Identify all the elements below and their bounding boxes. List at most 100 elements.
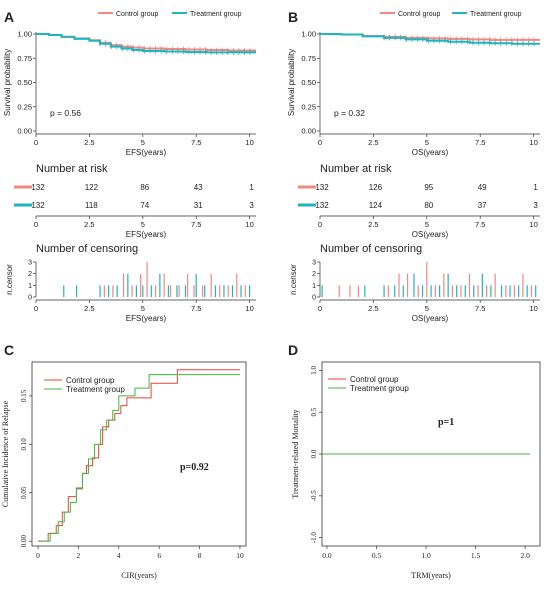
- trm-pvalue: p=1: [438, 417, 454, 428]
- risk-a-cell: 74: [140, 201, 149, 210]
- legend-d-treatment-label: Treatment group: [350, 384, 409, 393]
- risk-a-xtick-label: 7.5: [191, 220, 201, 229]
- km-b-ytick-label: 1.00: [301, 30, 316, 39]
- legend-b-treatment-label: Treatment group: [470, 11, 522, 18]
- km-a-xtick-label: 10: [245, 138, 253, 147]
- risk-b-x-axis-title: OS(years): [412, 230, 449, 239]
- km-b-x-axis-title: OS(years): [412, 148, 449, 157]
- km-b-y-axis-title: Survival probability: [287, 49, 296, 116]
- censor-b-xtick-label: 2.5: [368, 304, 378, 313]
- legend-d: Control group Treatment group: [328, 375, 409, 393]
- risk-b-cell: 80: [424, 201, 433, 210]
- cir-series-control: [38, 369, 240, 542]
- cir-xtick-label: 6: [157, 551, 161, 560]
- risk-b-xtick-label: 5: [425, 220, 429, 229]
- censor-a-xtick-label: 2.5: [84, 304, 94, 313]
- censor-a-ytick-label: 1: [28, 283, 32, 290]
- trm-y-axis-title: Treatment-related Mortality: [291, 409, 300, 498]
- km-a-ytick-label: 1.00: [17, 30, 32, 39]
- cir-x-axis-title: CIR(years): [121, 571, 157, 580]
- risk-a-cell: 132: [31, 183, 45, 192]
- risk-b-cell: 126: [369, 183, 383, 192]
- cir-xtick-label: 0: [36, 551, 40, 560]
- risk-b-cell: 37: [478, 201, 487, 210]
- censor-chart-a: 0 1 2 3 n.censor 0 2.5 5 7.5 10 EFS(years): [5, 260, 256, 323]
- risk-b-xtick-label: 7.5: [475, 220, 485, 229]
- cir-frame: [31, 361, 247, 547]
- censor-a-ytick-label: 0: [28, 295, 32, 302]
- cir-xtick-label: 10: [236, 551, 244, 560]
- legend-c-control-label: Control group: [66, 376, 115, 385]
- legend-a-treatment-label: Treatment group: [190, 11, 242, 18]
- panel-letter-b: B: [288, 9, 298, 25]
- trm-x-axis-title: TRM(years): [411, 571, 451, 580]
- panel-letter-a: A: [4, 9, 14, 25]
- km-b-xtick-label: 7.5: [475, 138, 485, 147]
- trm-xtick-label: 2.0: [520, 551, 530, 560]
- censor-a-xtick-label: 0: [34, 304, 38, 313]
- censor-a-xtick-label: 10: [245, 304, 253, 313]
- km-b-xtick-label: 2.5: [368, 138, 378, 147]
- trm-ytick-label: 0.5: [310, 407, 318, 416]
- cir-ytick-label: 0.00: [20, 535, 28, 548]
- km-b-ytick-label: 0.75: [301, 54, 316, 63]
- risk-a-cell: 118: [85, 201, 98, 210]
- risk-a-cell: 31: [194, 201, 203, 210]
- legend-b: Control group Treatment group: [380, 11, 522, 18]
- risk-title-a: Number at risk: [36, 163, 108, 175]
- km-chart-b: 0.00 0.25 0.50 0.75 1.00 0 2.5 5 7.5 10 OS(years) S…: [287, 30, 540, 157]
- risk-title-b: Number at risk: [320, 163, 392, 175]
- risk-b-xtick-label: 2.5: [368, 220, 378, 229]
- legend-d-control-label: Control group: [350, 375, 399, 384]
- risk-b-cell: 95: [424, 183, 433, 192]
- censor-a-xtick-label: 5: [141, 304, 145, 313]
- cir-series-treatment: [38, 374, 240, 542]
- risk-a-x-axis-title: EFS(years): [126, 230, 167, 239]
- risk-table-b: 132 126 95 49 1 132 124 80 37 3 0 2.5 5 7.5 10 OS(years…: [298, 183, 540, 239]
- trm-chart: -1.0 -0.5 0.0 0.5 1.0 0.0 0.5 1.0 1.5 2.0 TRM(year…: [291, 361, 541, 580]
- censor-b-xtick-label: 0: [318, 304, 322, 313]
- risk-a-xtick-label: 0: [34, 220, 38, 229]
- km-a-series-treatment: [36, 33, 256, 54]
- censor-a-xtick-label: 7.5: [191, 304, 201, 313]
- censor-title-b: Number of censoring: [320, 243, 422, 255]
- trm-xtick-label: 1.0: [421, 551, 431, 560]
- cir-xtick-label: 2: [77, 551, 81, 560]
- risk-a-cell: 86: [140, 183, 149, 192]
- cir-pvalue: p=0.92: [180, 462, 209, 473]
- legend-c: Control group Treatment group: [44, 376, 125, 394]
- risk-b-cell: 132: [315, 201, 329, 210]
- cir-xtick-label: 4: [117, 551, 121, 560]
- km-a-xtick-label: 7.5: [191, 138, 201, 147]
- km-a-ytick-label: 0.75: [17, 54, 32, 63]
- km-b-xtick-label: 0: [318, 138, 322, 147]
- risk-a-cell: 132: [31, 201, 45, 210]
- censor-b-ytick-label: 3: [312, 260, 316, 267]
- censor-a-ytick-label: 3: [28, 260, 32, 267]
- km-b-xtick-label: 10: [529, 138, 537, 147]
- censor-b-xtick-label: 5: [425, 304, 429, 313]
- risk-b-cell: 49: [478, 183, 487, 192]
- legend-b-control-label: Control group: [398, 11, 441, 18]
- censor-title-a: Number of censoring: [36, 243, 138, 255]
- km-a-y-axis-title: Survival probability: [3, 49, 12, 116]
- censor-chart-b: 0 1 2 3 n.censor 0 2.5 5 7.5 10 OS(years): [289, 260, 540, 323]
- km-b-ytick-label: 0.25: [301, 102, 316, 111]
- km-a-ytick-label: 0.50: [17, 78, 32, 87]
- km-a-x-axis-title: EFS(years): [126, 148, 167, 157]
- cir-y-axis-title: Cumulative Incidence of Relapse: [1, 400, 10, 507]
- censor-b-x-axis-title: OS(years): [412, 314, 449, 323]
- risk-b-xtick-label: 10: [529, 220, 537, 229]
- trm-ytick-label: 1.0: [310, 365, 318, 374]
- censor-b-ytick-label: 1: [312, 283, 316, 290]
- trm-ytick-label: -0.5: [310, 490, 318, 502]
- km-chart-a: 0.00 0.25 0.50 0.75 1.00 0 2.5 5 7.5 10 EFS(years)…: [3, 30, 256, 157]
- trm-xtick-label: 0.5: [372, 551, 382, 560]
- panel-letter-d: D: [288, 342, 298, 358]
- cir-ytick-label: 0.15: [20, 389, 28, 402]
- risk-table-a: 132 122 86 43 1 132 118 74 31 3 0 2.5 5 7.5 10 EFS(year…: [14, 183, 256, 239]
- censor-a-x-axis-title: EFS(years): [126, 314, 167, 323]
- risk-a-cell: 3: [249, 201, 254, 210]
- cir-ytick-label: 0.05: [20, 486, 28, 499]
